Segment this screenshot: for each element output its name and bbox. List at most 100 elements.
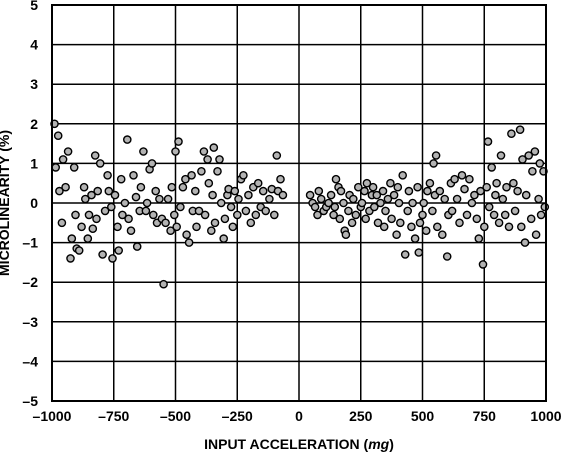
- data-point: [378, 186, 388, 196]
- data-point: [251, 210, 261, 220]
- data-point: [104, 186, 114, 196]
- data-point: [103, 170, 112, 180]
- data-point: [61, 182, 70, 192]
- y-tick-label: 1: [30, 155, 38, 171]
- data-point: [457, 170, 467, 180]
- data-point: [239, 170, 248, 180]
- data-point: [540, 202, 550, 212]
- data-point: [182, 230, 191, 239]
- data-point: [372, 190, 382, 200]
- data-point: [484, 202, 494, 212]
- data-point: [336, 186, 346, 196]
- data-point: [203, 155, 212, 164]
- data-point: [81, 194, 90, 204]
- data-point: [228, 222, 238, 232]
- data-point: [114, 246, 123, 255]
- data-point: [314, 186, 324, 196]
- data-point: [269, 210, 279, 220]
- data-point: [535, 159, 545, 168]
- data-point: [110, 190, 120, 200]
- data-point: [63, 147, 73, 156]
- data-point: [362, 178, 372, 188]
- data-point: [329, 210, 338, 220]
- data-point: [265, 194, 274, 204]
- data-point: [393, 182, 403, 192]
- data-point: [192, 222, 201, 232]
- data-point: [418, 210, 427, 220]
- data-point: [423, 186, 432, 196]
- data-point: [521, 190, 531, 200]
- data-point: [139, 147, 148, 156]
- data-point: [88, 224, 98, 233]
- data-point: [482, 182, 492, 192]
- data-point: [108, 254, 117, 263]
- data-point: [421, 226, 431, 235]
- data-point: [90, 151, 100, 160]
- data-point: [496, 151, 506, 160]
- data-point: [234, 194, 243, 204]
- data-point: [197, 166, 206, 176]
- data-point: [510, 206, 520, 216]
- y-tick-label: –5: [22, 393, 38, 409]
- data-point: [123, 135, 132, 144]
- x-tick-label: 750: [473, 408, 497, 424]
- data-point: [419, 198, 429, 208]
- data-point: [131, 192, 141, 202]
- y-tick-label: 2: [30, 116, 38, 132]
- data-point: [410, 234, 420, 243]
- data-point: [489, 210, 499, 220]
- data-point: [166, 226, 175, 235]
- data-point: [181, 174, 190, 184]
- data-point: [313, 210, 322, 220]
- data-point: [450, 174, 459, 184]
- data-point: [400, 250, 410, 259]
- data-point: [124, 214, 133, 224]
- data-point: [392, 230, 401, 239]
- data-point: [353, 182, 363, 192]
- data-point: [394, 198, 404, 208]
- x-axis-title: INPUT ACCELERATION (mg): [204, 436, 394, 452]
- data-point: [509, 178, 518, 188]
- data-point: [507, 129, 516, 138]
- x-tick-label: 1000: [530, 408, 561, 424]
- data-point: [253, 178, 263, 188]
- data-point: [442, 252, 452, 261]
- data-point: [272, 151, 282, 160]
- data-point: [184, 238, 194, 247]
- data-point: [425, 178, 435, 188]
- data-point: [331, 174, 341, 184]
- data-point: [513, 186, 522, 196]
- data-point: [53, 131, 63, 140]
- data-point: [515, 125, 525, 134]
- y-axis-title: MICROLINEARITY (%): [0, 130, 12, 276]
- data-point: [395, 218, 405, 228]
- data-point: [376, 198, 385, 208]
- y-tick-label: –1: [22, 235, 38, 251]
- data-point: [369, 202, 379, 212]
- data-point: [429, 159, 438, 168]
- data-point: [155, 194, 164, 204]
- x-tick-label: 500: [411, 408, 435, 424]
- data-point: [276, 174, 285, 184]
- x-tick-label: –1000: [33, 408, 72, 424]
- data-point: [215, 155, 224, 164]
- data-point: [316, 194, 326, 204]
- data-point: [232, 210, 242, 220]
- y-tick-label: 5: [30, 0, 38, 13]
- data-point: [518, 155, 527, 164]
- data-point: [220, 214, 230, 224]
- data-point: [528, 166, 537, 176]
- y-tick-label: 4: [30, 37, 38, 53]
- data-point: [479, 222, 489, 232]
- data-point: [502, 182, 511, 192]
- data-point: [407, 222, 416, 232]
- data-point: [126, 226, 136, 235]
- data-point: [437, 230, 447, 239]
- data-point: [357, 198, 367, 208]
- data-point: [93, 186, 102, 196]
- data-point: [383, 194, 393, 204]
- data-point: [113, 222, 122, 232]
- data-point: [432, 222, 442, 232]
- x-tick-label: –250: [222, 408, 253, 424]
